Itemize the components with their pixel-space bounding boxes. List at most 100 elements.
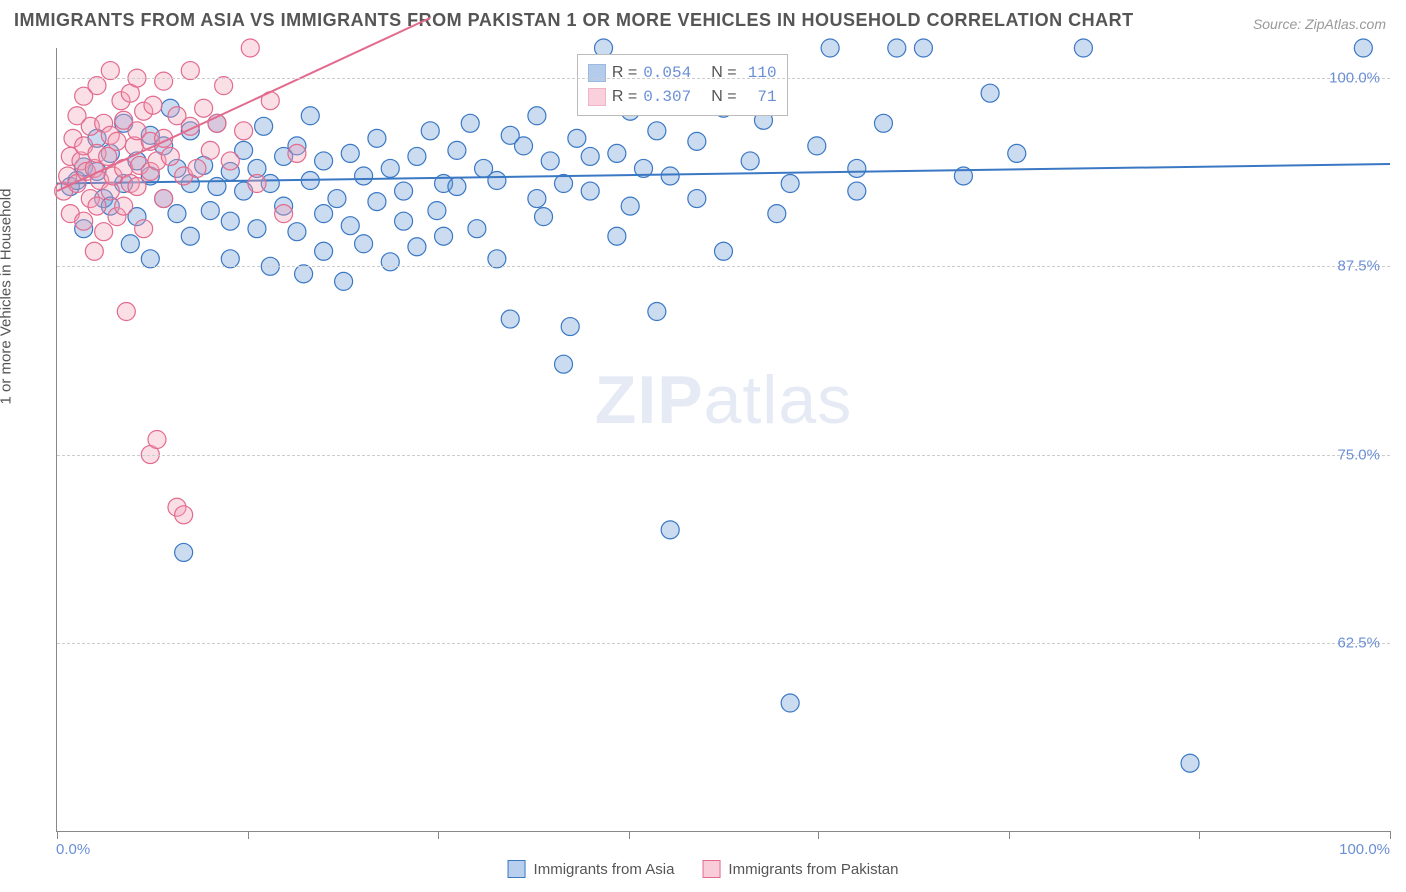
data-point: [781, 694, 799, 712]
x-tick: [1009, 831, 1010, 839]
data-point: [1074, 39, 1092, 57]
gridline: [57, 455, 1390, 456]
data-point: [608, 144, 626, 162]
data-point: [381, 253, 399, 271]
data-point: [448, 178, 466, 196]
data-point: [155, 190, 173, 208]
data-point: [528, 190, 546, 208]
data-point: [528, 107, 546, 125]
x-tick: [818, 831, 819, 839]
legend-swatch-icon: [702, 860, 720, 878]
data-point: [275, 205, 293, 223]
data-point: [221, 212, 239, 230]
y-tick-label: 100.0%: [1329, 70, 1380, 87]
data-point: [1181, 754, 1199, 772]
data-point: [421, 122, 439, 140]
stats-row: R =0.054N =110: [588, 61, 777, 85]
legend-label: Immigrants from Pakistan: [728, 861, 898, 878]
data-point: [295, 265, 313, 283]
data-point: [315, 205, 333, 223]
data-point: [335, 272, 353, 290]
data-point: [355, 167, 373, 185]
data-point: [288, 223, 306, 241]
stats-n-label: N =: [711, 85, 736, 109]
data-point: [621, 197, 639, 215]
data-point: [741, 152, 759, 170]
data-point: [661, 521, 679, 539]
data-point: [661, 167, 679, 185]
stats-r-label: R =: [612, 85, 637, 109]
data-point: [141, 250, 159, 268]
data-point: [688, 190, 706, 208]
data-point: [248, 220, 266, 238]
data-point: [488, 250, 506, 268]
stats-r-value: 0.307: [643, 85, 691, 109]
data-point: [95, 223, 113, 241]
data-point: [315, 152, 333, 170]
stats-swatch-icon: [588, 64, 606, 82]
data-point: [108, 132, 126, 150]
data-point: [121, 235, 139, 253]
y-tick-label: 62.5%: [1337, 634, 1380, 651]
stats-row: R =0.307 N = 71: [588, 85, 777, 109]
data-point: [395, 182, 413, 200]
y-tick-label: 75.0%: [1337, 446, 1380, 463]
data-point: [914, 39, 932, 57]
data-point: [808, 137, 826, 155]
data-point: [175, 506, 193, 524]
y-axis-label: 1 or more Vehicles in Household: [0, 189, 15, 405]
data-point: [241, 39, 259, 57]
data-point: [648, 122, 666, 140]
x-tick: [1199, 831, 1200, 839]
x-tick: [57, 831, 58, 839]
data-point: [328, 190, 346, 208]
gridline: [57, 643, 1390, 644]
data-point: [248, 175, 266, 193]
data-point: [648, 303, 666, 321]
data-point: [128, 178, 146, 196]
legend-label: Immigrants from Asia: [534, 861, 675, 878]
data-point: [201, 202, 219, 220]
stats-n-label: N =: [711, 61, 736, 85]
stats-n-value: 71: [743, 85, 777, 109]
data-point: [288, 144, 306, 162]
x-tick: [1390, 831, 1391, 839]
data-point: [848, 182, 866, 200]
data-point: [535, 208, 553, 226]
data-point: [1008, 144, 1026, 162]
data-point: [315, 242, 333, 260]
gridline: [57, 266, 1390, 267]
data-point: [381, 159, 399, 177]
legend-swatch-icon: [508, 860, 526, 878]
bottom-legend: Immigrants from Asia Immigrants from Pak…: [508, 860, 899, 878]
data-point: [168, 205, 186, 223]
data-point: [555, 355, 573, 373]
data-point: [821, 39, 839, 57]
data-point: [581, 182, 599, 200]
data-point: [874, 114, 892, 132]
data-point: [515, 137, 533, 155]
data-point: [195, 99, 213, 117]
data-point: [215, 77, 233, 95]
data-point: [115, 197, 133, 215]
data-point: [715, 242, 733, 260]
stats-swatch-icon: [588, 88, 606, 106]
data-point: [221, 152, 239, 170]
data-point: [181, 62, 199, 80]
data-point: [188, 159, 206, 177]
data-point: [175, 543, 193, 561]
data-point: [201, 141, 219, 159]
data-point: [235, 122, 253, 140]
data-point: [135, 220, 153, 238]
data-point: [255, 117, 273, 135]
gridline: [57, 78, 1390, 79]
data-point: [488, 172, 506, 190]
data-point: [568, 129, 586, 147]
scatter-plot: [57, 48, 1390, 831]
y-tick-label: 87.5%: [1337, 258, 1380, 275]
x-tick: [629, 831, 630, 839]
stats-legend-box: R =0.054N =110R =0.307 N = 71: [577, 54, 788, 116]
data-point: [301, 107, 319, 125]
data-point: [468, 220, 486, 238]
data-point: [428, 202, 446, 220]
